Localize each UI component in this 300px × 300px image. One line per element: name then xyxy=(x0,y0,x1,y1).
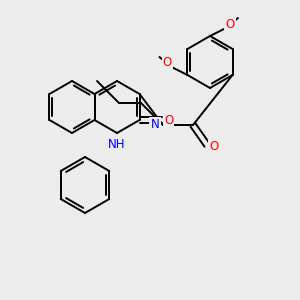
Text: O: O xyxy=(225,17,235,31)
Text: O: O xyxy=(163,56,172,70)
Text: NH: NH xyxy=(108,139,126,152)
Text: N: N xyxy=(151,118,159,131)
Text: O: O xyxy=(209,140,219,154)
Text: O: O xyxy=(164,113,173,127)
